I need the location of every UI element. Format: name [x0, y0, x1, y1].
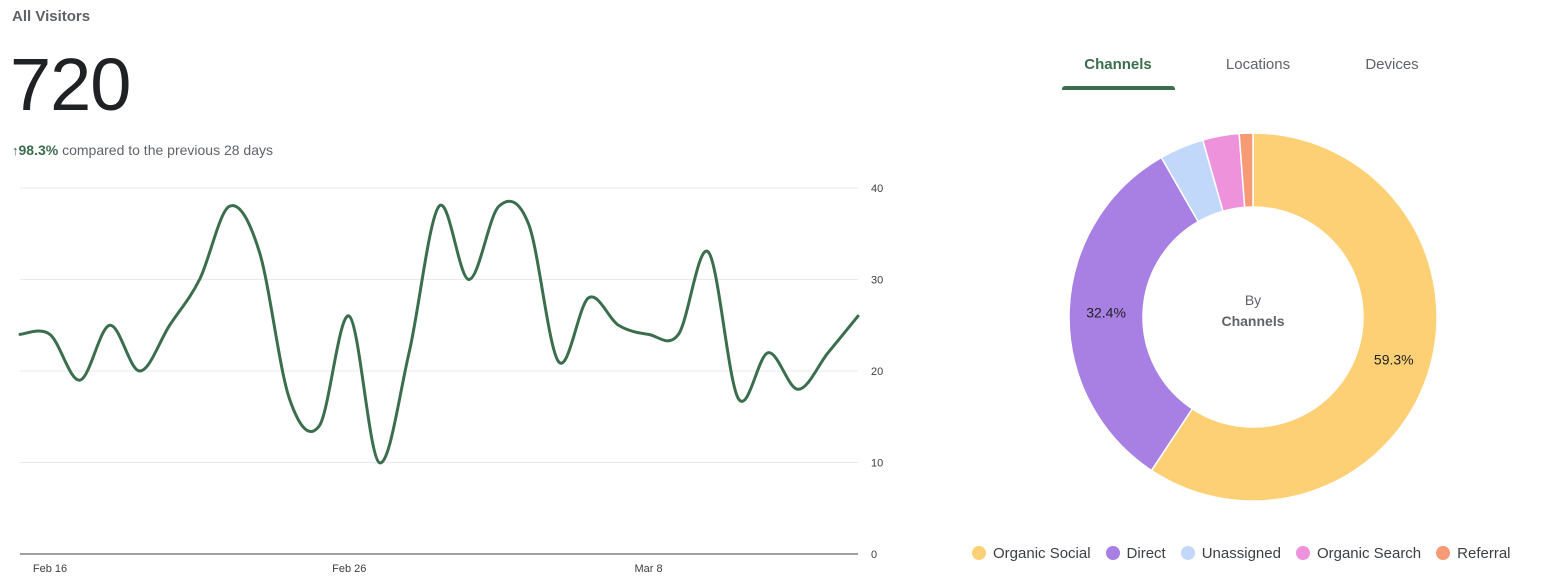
slice-percent-label: 32.4% [1086, 304, 1126, 320]
tab-channels[interactable]: Channels [1084, 56, 1152, 73]
arrow-up-icon: ↑ [12, 143, 19, 158]
donut-center-label: By [1245, 292, 1261, 308]
data-point[interactable] [194, 274, 206, 286]
y-tick-label: 30 [871, 275, 883, 287]
data-point[interactable] [702, 246, 714, 258]
series-line [18, 199, 860, 465]
donut-slice-referral[interactable] [1238, 132, 1254, 209]
legend-label: Unassigned [1201, 544, 1281, 562]
data-point[interactable] [553, 356, 565, 368]
data-point[interactable] [433, 200, 445, 212]
x-tick-label: Mar 8 [635, 563, 663, 575]
legend-swatch [1295, 546, 1310, 560]
data-point[interactable] [373, 457, 385, 469]
data-point[interactable] [762, 347, 774, 359]
legend-item-organic-social[interactable]: Organic Social [972, 545, 1091, 562]
change-description: compared to the previous 28 days [62, 142, 273, 158]
y-tick-label: 40 [871, 183, 883, 195]
data-point[interactable] [463, 274, 475, 286]
legend-label: Direct [1126, 544, 1166, 562]
legend-swatch [1105, 546, 1120, 560]
data-point[interactable] [852, 310, 864, 322]
data-point[interactable] [104, 319, 116, 331]
legend-label: Organic Social [993, 544, 1091, 562]
tab-locations[interactable]: Locations [1225, 56, 1291, 73]
legend-swatch [972, 546, 986, 560]
data-point[interactable] [343, 310, 355, 322]
visitors-total: 720 [10, 43, 131, 126]
donut-slice-organic-social[interactable] [1150, 132, 1438, 502]
data-point[interactable] [14, 328, 26, 340]
tab-devices[interactable]: Devices [1365, 56, 1419, 73]
data-point[interactable] [732, 392, 744, 404]
data-point[interactable] [523, 219, 535, 231]
data-point[interactable] [822, 347, 834, 359]
legend-item-unassigned[interactable]: Unassigned [1180, 544, 1281, 562]
data-point[interactable] [792, 383, 804, 395]
donut-slice-direct[interactable] [1068, 156, 1200, 472]
comparison-text: ↑98.3% compared to the previous 28 days [12, 142, 273, 158]
breakdown-tabs: Channels Locations Devices [1052, 50, 1452, 92]
data-point[interactable] [164, 319, 176, 331]
card-title: All Visitors [12, 8, 91, 25]
x-tick-label: Feb 16 [33, 563, 67, 575]
data-point[interactable] [493, 200, 505, 212]
data-point[interactable] [283, 392, 295, 404]
data-point[interactable] [134, 365, 146, 377]
legend-label: Organic Search [1316, 544, 1422, 562]
legend-swatch [1180, 546, 1195, 560]
y-tick-label: 10 [871, 458, 883, 470]
data-point[interactable] [672, 328, 684, 340]
data-point[interactable] [74, 374, 86, 386]
data-point[interactable] [44, 328, 56, 340]
donut-center-label: Channels [1221, 313, 1284, 329]
legend-item-organic-search[interactable]: Organic Search [1295, 544, 1422, 562]
channels-donut-chart: 59.3% 32.4% By Channels [1068, 132, 1438, 502]
x-tick-label: Feb 26 [332, 563, 366, 575]
visitors-line-chart: 0 10 20 30 40 Feb 16 Feb 26 Mar 8 [14, 183, 883, 575]
y-tick-label: 20 [871, 366, 883, 378]
data-point[interactable] [224, 200, 236, 212]
data-point[interactable] [583, 292, 595, 304]
data-point[interactable] [403, 347, 415, 359]
active-tab-indicator [1062, 86, 1175, 90]
legend-item-referral[interactable]: Referral [1436, 544, 1511, 562]
data-point[interactable] [313, 420, 325, 432]
legend-swatch [1436, 546, 1451, 560]
y-tick-label: 0 [871, 549, 877, 561]
donut-legend: Organic Social Direct Unassigned Organic… [972, 542, 1511, 564]
data-point[interactable] [613, 319, 625, 331]
slice-percent-label: 59.3% [1374, 351, 1414, 367]
legend-item-direct[interactable]: Direct [1105, 544, 1166, 562]
change-percent: 98.3% [18, 142, 59, 158]
data-point[interactable] [643, 328, 655, 340]
legend-label: Referral [1457, 544, 1511, 562]
data-point[interactable] [253, 246, 265, 258]
